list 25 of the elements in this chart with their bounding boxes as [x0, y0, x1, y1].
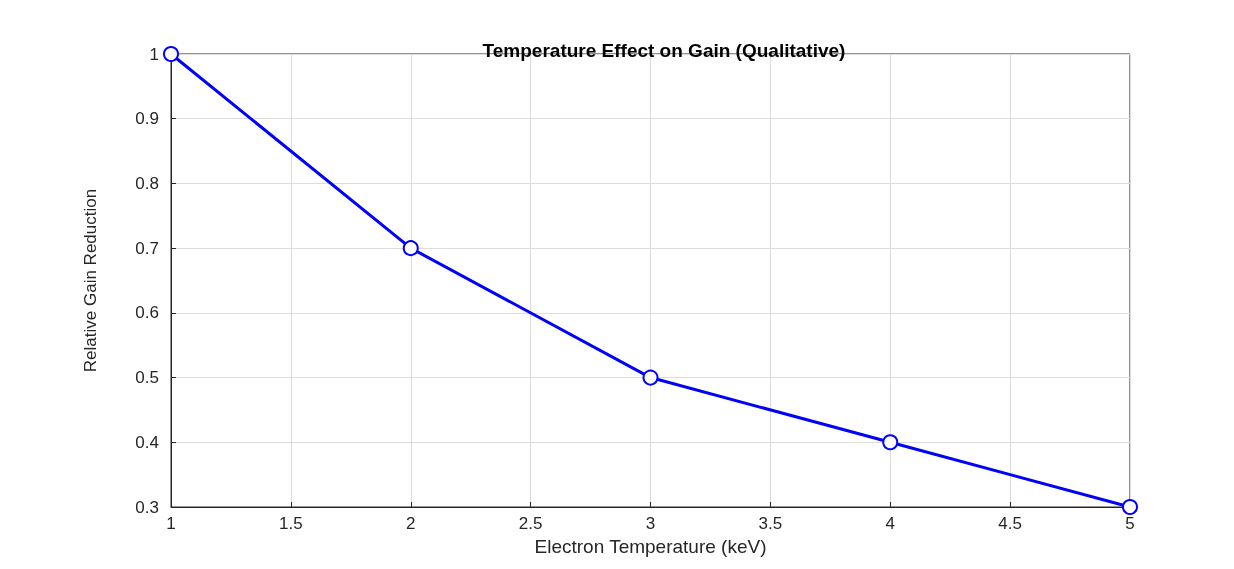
- x-tick-label: 4: [885, 514, 895, 533]
- y-axis-title: Relative Gain Reduction: [81, 188, 100, 373]
- x-tick-label: 4.5: [998, 514, 1022, 533]
- x-tick-label: 2.5: [518, 514, 543, 533]
- y-tick-label: 0.9: [135, 109, 159, 129]
- y-tick-label: 0.6: [135, 303, 159, 323]
- x-tick-label: 1.5: [279, 514, 303, 533]
- y-tick-label: 0.3: [135, 497, 159, 517]
- y-tick-label: 0.5: [135, 368, 159, 388]
- x-tick-label: 1: [166, 514, 176, 533]
- y-tick-label: 0.7: [135, 238, 159, 258]
- chart-title: Temperature Effect on Gain (Qualitative): [482, 40, 846, 61]
- x-tick-label: 5: [1125, 514, 1135, 533]
- point: [402, 240, 419, 257]
- x-tick-label: 3.5: [758, 514, 783, 533]
- y-tick-label: 0.4: [135, 432, 159, 452]
- x-tick-label: 2: [406, 514, 416, 533]
- y-tick-label: 1: [149, 44, 159, 64]
- point: [642, 369, 659, 386]
- x-axis-title: Electron Temperature (keV): [534, 536, 767, 557]
- x-tick-label: 3: [645, 514, 656, 533]
- point: [1122, 499, 1138, 515]
- point: [163, 46, 179, 62]
- point: [882, 434, 899, 451]
- y-tick-label: 0.8: [135, 173, 159, 193]
